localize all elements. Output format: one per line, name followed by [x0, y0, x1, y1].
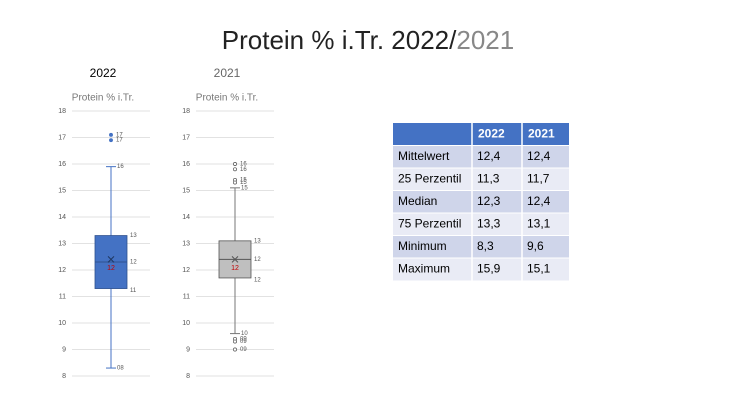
table-row: [393, 235, 569, 258]
y-tick-label: 14: [182, 214, 190, 221]
row-label: 75 Perzentil: [398, 216, 461, 230]
outlier: [233, 347, 237, 352]
row-label: Minimum: [398, 239, 447, 253]
data-label: 10: [241, 331, 248, 337]
y-tick-label: 18: [58, 108, 66, 115]
table-value: 15,1: [527, 261, 551, 275]
data-label: 08: [117, 366, 124, 372]
table-value: 12,4: [527, 149, 551, 163]
data-label: 12: [254, 257, 261, 263]
data-label: 13: [130, 233, 137, 239]
table-value: 11,3: [477, 171, 500, 185]
outlier: [109, 132, 113, 137]
chart-title: Protein % i.Tr.: [72, 93, 134, 104]
chart-header: 2022: [90, 66, 117, 80]
outlier-label: 15: [240, 180, 247, 186]
y-tick-label: 13: [58, 240, 66, 247]
data-label: 11: [130, 288, 137, 294]
row-label: 25 Perzentil: [398, 171, 461, 185]
y-tick-label: 13: [182, 240, 190, 247]
row-label: Median: [398, 194, 437, 208]
data-label: 13: [254, 238, 261, 244]
table-row: [393, 213, 569, 236]
y-tick-label: 9: [62, 346, 66, 353]
y-tick-label: 11: [183, 293, 190, 300]
y-tick-label: 12: [182, 267, 190, 274]
y-tick-label: 10: [58, 320, 66, 327]
outlier-label: 09: [240, 339, 247, 345]
data-label: 15: [241, 185, 248, 191]
title-main: Protein % i.Tr. 2022/: [222, 25, 457, 55]
outlier: [233, 167, 237, 172]
outlier-label: 16: [240, 162, 247, 168]
column-header: 2022: [478, 126, 505, 140]
outlier-label: 17: [116, 138, 123, 144]
data-label: 12: [254, 278, 261, 284]
table-value: 12,4: [527, 194, 551, 208]
y-tick-label: 11: [59, 293, 66, 300]
table-row: [393, 190, 569, 213]
data-label: 16: [117, 164, 124, 170]
table-row: [393, 145, 569, 168]
row-label: Maximum: [398, 261, 450, 275]
y-tick-label: 9: [186, 346, 190, 353]
table-value: 12,4: [477, 149, 501, 163]
y-tick-label: 17: [182, 134, 190, 141]
table-value: 12,3: [477, 194, 501, 208]
y-tick-label: 17: [58, 134, 66, 141]
title-year: 2021: [456, 25, 514, 55]
y-tick-label: 8: [186, 373, 190, 380]
y-tick-label: 10: [182, 320, 190, 327]
outlier-label: 17: [116, 132, 123, 138]
chart-header: 2021: [214, 66, 241, 80]
table-header: [393, 123, 569, 146]
outlier-label: 15: [240, 177, 247, 183]
row-label: Mittelwert: [398, 149, 450, 163]
table-value: 13,3: [477, 216, 501, 230]
outlier-label: 09: [240, 336, 247, 342]
outlier-label: 16: [240, 167, 247, 173]
y-tick-label: 16: [182, 161, 190, 168]
y-tick-label: 15: [182, 187, 190, 194]
y-tick-label: 8: [62, 373, 66, 380]
y-tick-label: 15: [58, 187, 66, 194]
mean-marker: [107, 256, 115, 263]
slide-title: Protein % i.Tr. 2022/2021: [222, 25, 514, 55]
y-tick-label: 18: [182, 108, 190, 115]
table-value: 9,6: [527, 239, 544, 253]
outlier: [233, 162, 237, 166]
table-value: 15,9: [477, 261, 501, 275]
y-tick-label: 16: [58, 161, 66, 168]
outlier-label: 09: [240, 347, 247, 353]
table-value: 13,1: [527, 216, 551, 230]
y-tick-label: 14: [58, 214, 66, 221]
table-value: 8,3: [477, 239, 494, 253]
outlier: [233, 339, 237, 344]
outlier: [109, 138, 113, 143]
stats-table: 2022 2021 Mittelwert 12,4 12,4 25 Perzentil 11…: [393, 123, 569, 281]
column-header: 2021: [528, 126, 555, 140]
y-tick-label: 12: [58, 267, 66, 274]
mean-label: 12: [231, 265, 239, 272]
chart-title: Protein % i.Tr.: [196, 93, 258, 104]
table-row: [393, 258, 569, 281]
outlier: [233, 180, 237, 185]
data-label: 12: [130, 260, 137, 266]
mean-marker: [231, 256, 239, 263]
mean-label: 12: [107, 265, 115, 272]
table-value: 11,7: [527, 171, 550, 185]
table-row: [393, 168, 569, 191]
